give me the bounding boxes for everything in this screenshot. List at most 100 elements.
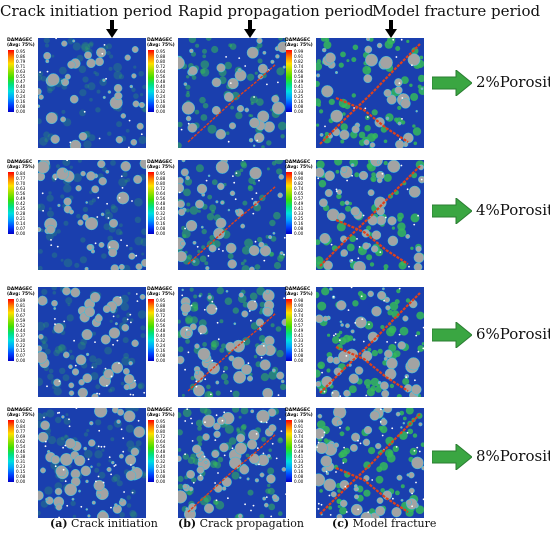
damage-zone <box>64 435 69 440</box>
damage-zone <box>125 424 134 433</box>
aggregate-particle <box>397 341 406 350</box>
pore <box>320 503 323 506</box>
aggregate-particle <box>129 84 134 89</box>
aggregate-particle <box>93 479 105 492</box>
pore <box>116 339 119 342</box>
aggregate-particle <box>46 73 60 86</box>
pore <box>112 343 114 346</box>
aggregate-particle <box>400 426 403 429</box>
pore <box>263 259 266 262</box>
legend-title: DAMAGEC <box>147 408 173 413</box>
damage-zone <box>124 179 128 183</box>
damage-zone <box>38 203 41 209</box>
aggregate-particle <box>415 109 418 113</box>
aggregate-particle <box>84 266 89 270</box>
damage-zone <box>221 373 228 381</box>
legend-value: 0.23 <box>16 464 26 469</box>
pore <box>184 368 186 371</box>
aggregate-particle <box>108 218 119 228</box>
aggregate-particle <box>116 191 130 205</box>
aggregate-particle <box>352 338 356 341</box>
pore <box>321 436 324 439</box>
aggregate-particle <box>133 426 146 438</box>
legend-value: 0.72 <box>156 186 166 191</box>
damage-zone <box>111 476 118 483</box>
aggregate-particle <box>60 116 67 123</box>
damage-zone <box>185 93 190 98</box>
damage-zone <box>58 344 66 351</box>
damage-zone <box>178 319 181 324</box>
legend-value: 0.08 <box>156 104 166 109</box>
aggregate-particle <box>202 433 210 441</box>
pore <box>235 172 238 174</box>
aggregate-particle <box>77 219 84 226</box>
aggregate-particle <box>326 208 340 222</box>
pore <box>260 356 263 359</box>
pore <box>357 508 359 511</box>
legend-subtitle: (Avg: 75%) <box>147 165 175 170</box>
damage-zone <box>416 331 421 336</box>
damage-zone <box>129 246 133 251</box>
aggregate-particle <box>131 46 139 53</box>
legend-value: 0.64 <box>156 439 166 444</box>
damage-zone <box>207 124 217 134</box>
damage-zone <box>81 41 90 51</box>
aggregate-particle <box>180 240 186 247</box>
damage-zone <box>47 87 53 94</box>
pore <box>126 318 129 321</box>
damage-zone <box>59 66 67 75</box>
damage-zone <box>195 419 203 427</box>
aggregate-particle <box>188 486 194 492</box>
legend-value: 0.00 <box>156 479 166 484</box>
aggregate-particle <box>370 245 379 253</box>
legend-value: 0.80 <box>156 308 166 313</box>
damage-zone <box>366 254 373 261</box>
damage-zone <box>60 194 65 199</box>
damage-zone <box>338 330 343 335</box>
damage-zone <box>47 436 57 445</box>
aggregate-particle <box>90 465 93 469</box>
damage-zone <box>72 42 81 51</box>
damage-zone <box>140 325 146 331</box>
legend-value: 0.74 <box>294 186 304 191</box>
aggregate-particle <box>70 287 81 298</box>
legend-subtitle: (Avg: 75%) <box>147 43 175 48</box>
damage-zone <box>339 200 345 206</box>
pore <box>95 480 97 483</box>
damage-zone <box>420 442 424 447</box>
aggregate-particle <box>213 227 225 240</box>
damage-zone <box>259 514 265 518</box>
pore <box>105 77 107 80</box>
aggregate-particle <box>225 242 237 254</box>
damage-zone <box>202 102 209 109</box>
pore <box>211 359 214 362</box>
pore <box>75 408 78 409</box>
aggregate-particle <box>408 185 421 198</box>
legend-title: DAMAGEC <box>285 38 311 43</box>
pore <box>195 385 198 388</box>
damage-zone <box>199 255 207 263</box>
damage-zone <box>193 294 198 299</box>
damage-contour-image <box>316 408 424 518</box>
damage-zone <box>88 42 94 48</box>
pore <box>185 328 188 331</box>
aggregate-particle <box>263 121 275 133</box>
damage-zone <box>246 73 255 81</box>
aggregate-particle <box>123 373 135 385</box>
damage-zone <box>68 349 73 354</box>
aggregate-particle <box>96 510 109 518</box>
aggregate-particle <box>323 478 337 492</box>
damage-zone <box>211 340 220 348</box>
damage-zone <box>126 178 131 182</box>
pore <box>398 82 401 85</box>
damage-zone <box>52 291 57 295</box>
damage-zone <box>371 178 375 182</box>
legend-value: 0.31 <box>16 459 26 464</box>
aggregate-particle <box>354 316 367 329</box>
aggregate-particle <box>82 214 89 221</box>
damage-zone <box>209 204 217 212</box>
legend-value: 0.15 <box>16 469 26 474</box>
pore <box>218 248 220 250</box>
damage-zone <box>104 209 111 215</box>
aggregate-particle <box>139 293 146 300</box>
